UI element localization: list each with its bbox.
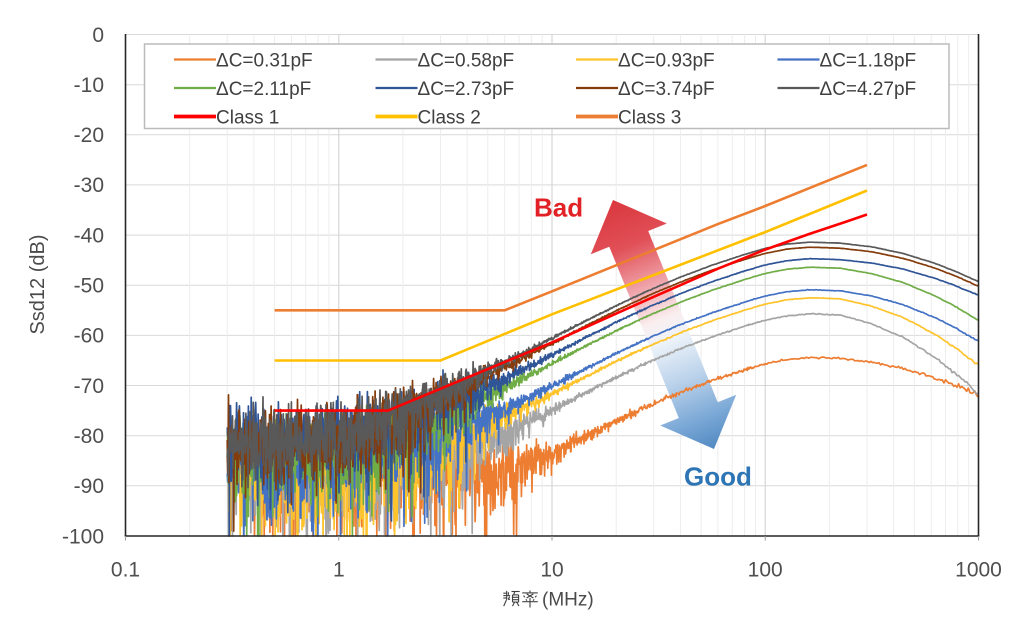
- svg-text:-90: -90: [74, 475, 104, 498]
- svg-text:-20: -20: [74, 124, 104, 147]
- svg-text:ΔC=2.11pF: ΔC=2.11pF: [216, 79, 311, 100]
- svg-text:0: 0: [92, 24, 104, 47]
- svg-text:-10: -10: [74, 74, 104, 97]
- svg-text:10: 10: [540, 559, 563, 582]
- svg-text:-30: -30: [74, 174, 104, 197]
- svg-text:-40: -40: [74, 224, 104, 247]
- svg-text:Class 1: Class 1: [216, 107, 279, 128]
- svg-text:-70: -70: [74, 375, 104, 398]
- svg-text:Bad: Bad: [534, 193, 583, 223]
- svg-text:ΔC=1.18pF: ΔC=1.18pF: [820, 50, 917, 71]
- svg-text:-100: -100: [62, 525, 104, 548]
- svg-text:Class 3: Class 3: [618, 107, 681, 128]
- svg-text:Ssd12 (dB): Ssd12 (dB): [27, 234, 49, 334]
- svg-text:100: 100: [748, 559, 783, 582]
- svg-text:ΔC=0.31pF: ΔC=0.31pF: [216, 50, 313, 71]
- svg-text:Good: Good: [684, 462, 752, 492]
- svg-text:ΔC=0.58pF: ΔC=0.58pF: [418, 50, 515, 71]
- svg-text:-60: -60: [74, 325, 104, 348]
- svg-text:0.1: 0.1: [111, 559, 140, 582]
- svg-text:1000: 1000: [955, 559, 1002, 582]
- svg-text:ΔC=0.93pF: ΔC=0.93pF: [618, 50, 715, 71]
- svg-text:ΔC=3.74pF: ΔC=3.74pF: [618, 79, 715, 100]
- svg-text:(MHz): (MHz): [542, 590, 594, 611]
- svg-text:ΔC=4.27pF: ΔC=4.27pF: [820, 79, 917, 100]
- svg-text:ΔC=2.73pF: ΔC=2.73pF: [418, 79, 515, 100]
- svg-text:Class 2: Class 2: [418, 107, 481, 128]
- svg-text:-50: -50: [74, 275, 104, 298]
- svg-text:-80: -80: [74, 425, 104, 448]
- svg-text:1: 1: [333, 559, 345, 582]
